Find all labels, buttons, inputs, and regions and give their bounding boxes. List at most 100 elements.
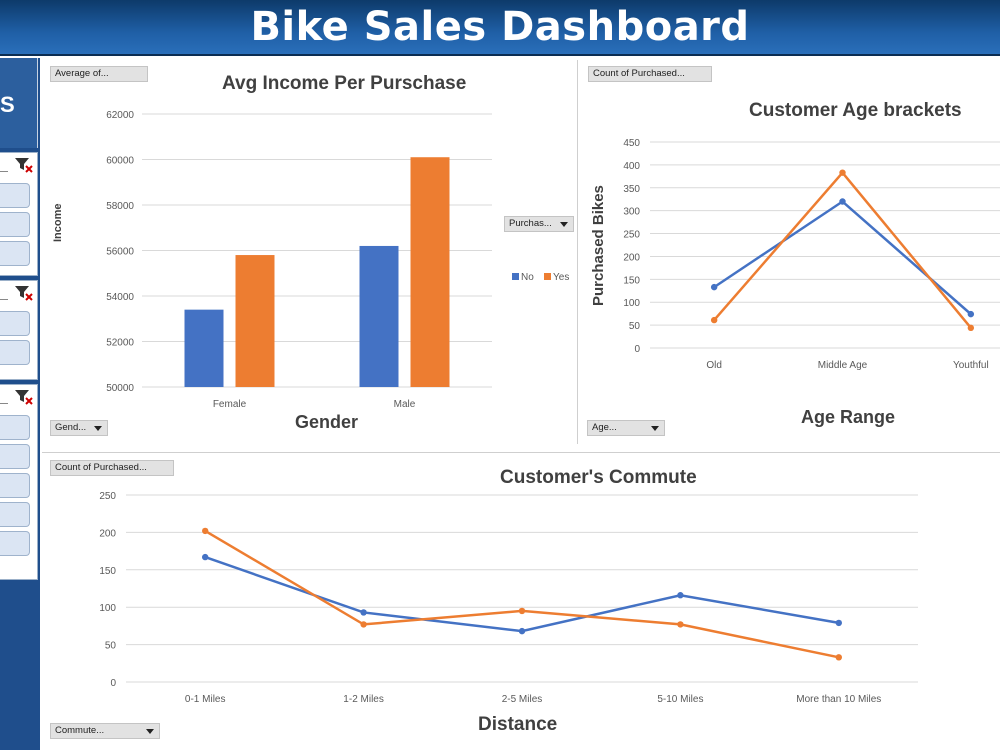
series-line-2 xyxy=(713,170,972,329)
legend-label-yes: Yes xyxy=(553,272,569,283)
data-point xyxy=(967,324,975,332)
slicer-3 xyxy=(0,384,38,580)
x-tick-label: Middle Age xyxy=(818,360,868,371)
age-chart-panel: Count of Purchased... Age... Customer Ag… xyxy=(580,60,1000,444)
data-point xyxy=(835,654,842,661)
y-tick-label: 150 xyxy=(99,566,116,577)
slicer-2 xyxy=(0,280,38,380)
clear-filter-icon[interactable] xyxy=(14,284,34,302)
commute-axis-field-label: Commute... xyxy=(55,725,105,736)
slicer-item[interactable] xyxy=(0,340,30,365)
age-axis-field-button[interactable]: Age... xyxy=(587,420,665,436)
y-tick-label: 52000 xyxy=(106,338,134,349)
slicer-header-line xyxy=(0,403,8,404)
y-tick-label: 150 xyxy=(623,275,640,286)
clear-filter-icon[interactable] xyxy=(14,388,34,406)
slicer-header-glyph: S xyxy=(0,92,15,117)
y-tick-label: 450 xyxy=(623,138,640,149)
age-axis-field-label: Age... xyxy=(592,422,617,433)
income-chart: 50000 52000 54000 56000 58000 60000 62000 Femal… xyxy=(106,110,569,410)
slicer-panel: S xyxy=(0,58,40,750)
x-tick-label: 2-5 Miles xyxy=(502,694,543,705)
income-chart-title: Avg Income Per Purschase xyxy=(222,73,467,94)
age-chart-title: Customer Age brackets xyxy=(749,100,962,121)
commute-chart-title: Customer's Commute xyxy=(500,467,697,488)
y-tick-label: 54000 xyxy=(106,292,134,303)
commute-x-axis-title: Distance xyxy=(478,714,558,735)
y-tick-label: 0 xyxy=(634,344,640,355)
commute-value-field-label: Count of Purchased... xyxy=(55,462,147,473)
x-tick-label: 1-2 Miles xyxy=(343,694,384,705)
data-point xyxy=(518,627,526,635)
income-legend-field-label: Purchas... xyxy=(509,218,552,229)
data-point xyxy=(677,621,684,628)
slicer-item[interactable] xyxy=(0,415,30,440)
commute-value-field-button[interactable]: Count of Purchased... xyxy=(50,460,174,476)
y-tick-label: 50000 xyxy=(106,383,134,394)
series-line-2 xyxy=(204,529,840,659)
data-point xyxy=(360,609,367,616)
data-point xyxy=(710,316,718,324)
slicer-item[interactable] xyxy=(0,183,30,208)
panel-divider xyxy=(577,60,578,444)
data-point xyxy=(835,619,842,627)
chevron-down-icon xyxy=(560,222,568,227)
data-point xyxy=(202,553,209,561)
y-tick-label: 200 xyxy=(623,252,640,263)
x-tick-label: Youthful xyxy=(953,360,989,371)
slicer-header: S xyxy=(0,58,38,148)
y-tick-label: 56000 xyxy=(106,247,134,258)
slicer-item[interactable] xyxy=(0,444,30,469)
income-value-field-label: Average of... xyxy=(55,68,109,79)
y-tick-label: 400 xyxy=(623,161,640,172)
y-tick-label: 350 xyxy=(623,184,640,195)
y-tick-label: 250 xyxy=(99,491,116,502)
series-line-1 xyxy=(713,199,972,316)
data-point xyxy=(710,283,718,291)
y-tick-label: 62000 xyxy=(106,110,134,121)
y-tick-label: 58000 xyxy=(106,201,134,212)
data-point xyxy=(677,592,684,599)
clear-filter-icon[interactable] xyxy=(14,156,34,174)
slicer-item[interactable] xyxy=(0,241,30,266)
income-value-field-button[interactable]: Average of... xyxy=(50,66,148,82)
x-tick-label: Female xyxy=(213,399,247,410)
slicer-item[interactable] xyxy=(0,531,30,556)
slicer-item[interactable] xyxy=(0,473,30,498)
chevron-down-icon xyxy=(146,729,154,734)
y-tick-label: 50 xyxy=(105,641,117,652)
data-point xyxy=(967,310,975,318)
income-x-axis-title: Gender xyxy=(295,412,359,432)
dashboard-title: Bike Sales Dashboard xyxy=(250,4,750,50)
income-chart-panel: Average of... Purchas... Gend... Avg Inc… xyxy=(42,60,576,444)
data-point xyxy=(360,621,367,628)
legend-swatch-no xyxy=(512,273,519,280)
data-point xyxy=(839,198,846,205)
age-value-field-label: Count of Purchased... xyxy=(593,68,685,79)
data-point xyxy=(518,607,526,615)
bar-yes xyxy=(410,157,450,387)
slicer-item[interactable] xyxy=(0,212,30,237)
chevron-down-icon xyxy=(94,426,102,431)
data-point xyxy=(202,527,209,535)
x-tick-label: Male xyxy=(394,399,416,410)
commute-axis-field-button[interactable]: Commute... xyxy=(50,723,160,739)
slicer-item[interactable] xyxy=(0,502,30,527)
age-chart: 0 50 100 150 200 250 300 350 400 450 Old Middle Age… xyxy=(623,138,1000,371)
legend-label-no: No xyxy=(521,272,534,283)
age-x-axis-title: Age Range xyxy=(801,407,896,427)
income-legend-field-button[interactable]: Purchas... xyxy=(504,216,574,232)
income-axis-field-label: Gend... xyxy=(55,422,87,433)
slicer-item[interactable] xyxy=(0,311,30,336)
income-axis-field-button[interactable]: Gend... xyxy=(50,420,108,436)
slicer-header-line xyxy=(0,171,8,172)
y-tick-label: 50 xyxy=(629,321,641,332)
y-tick-label: 250 xyxy=(623,230,640,241)
commute-chart: 0 50 100 150 200 250 0-1 Miles 1-2 Miles 2-5 Mil… xyxy=(99,491,918,705)
slicer-header-line xyxy=(0,299,8,300)
age-value-field-button[interactable]: Count of Purchased... xyxy=(588,66,712,82)
x-tick-label: 5-10 Miles xyxy=(657,694,703,705)
y-tick-label: 60000 xyxy=(106,156,134,167)
legend-swatch-yes xyxy=(544,273,551,280)
